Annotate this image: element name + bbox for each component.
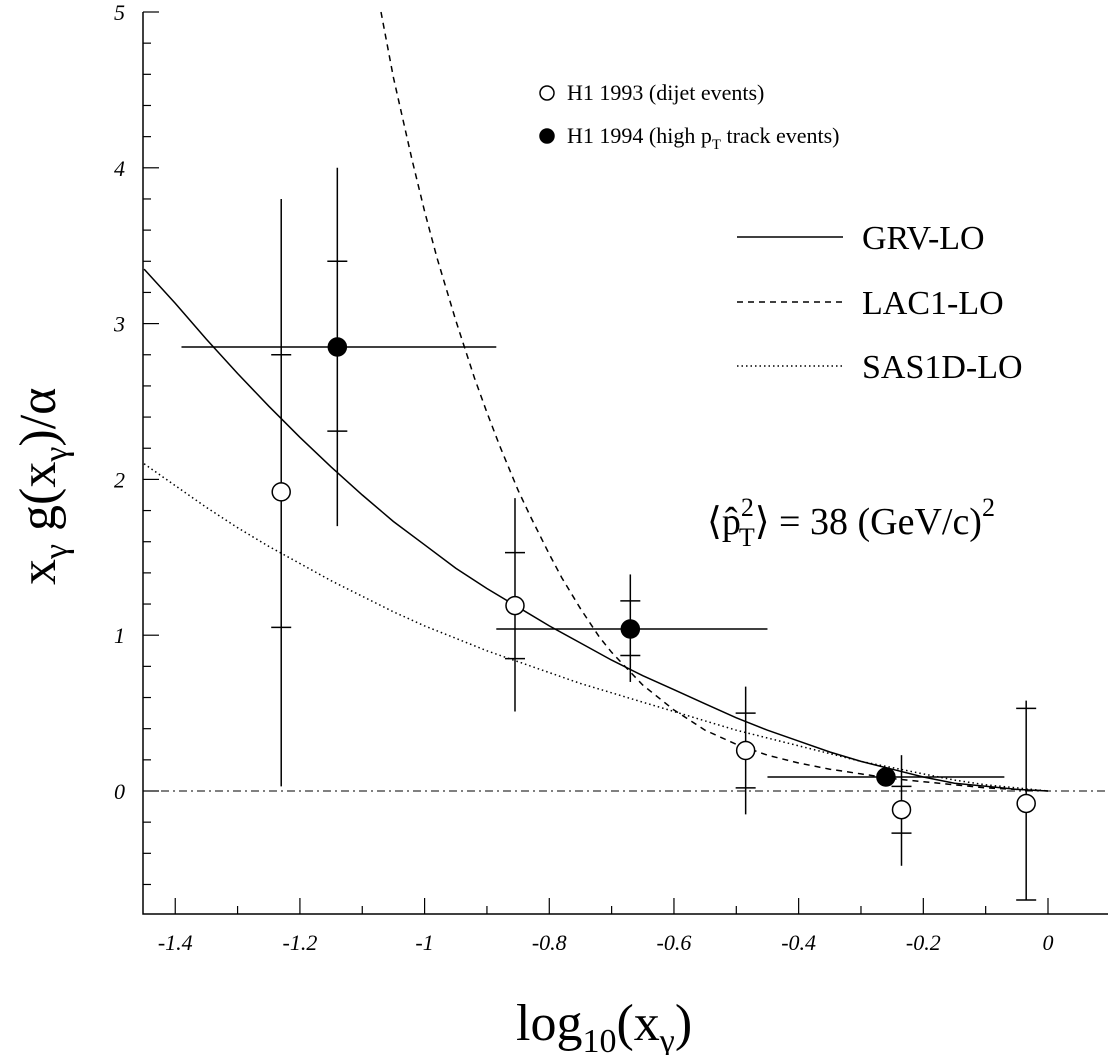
data-point-h1-1993 — [1016, 793, 1036, 814]
x-tick-label: -0.6 — [657, 930, 692, 955]
legend-curves: GRV-LO LAC1-LO SAS1D-LO — [737, 220, 1023, 386]
legend-label-sas1d: SAS1D-LO — [862, 349, 1023, 386]
x-tick-label: -1.4 — [158, 930, 193, 955]
data-point-h1-1994 — [327, 337, 348, 357]
data-point-h1-1993 — [735, 740, 756, 761]
legend-label-h1-1994: H1 1994 (high pT track events) — [567, 123, 840, 153]
data-point-h1-1994 — [876, 767, 896, 787]
data-point-h1-1993 — [505, 595, 525, 616]
tick-layer: -1.4 -1.2 -1 -0.8 -0.6 -0.4 -0.2 0 0 1 2 3 4 5 — [113, 0, 1054, 955]
y-tick-label: 4 — [114, 156, 125, 181]
legend-label-grv: GRV-LO — [862, 220, 985, 257]
y-axis-label: xγ g(xγ)/α — [10, 388, 75, 585]
legend-label-h1-1993: H1 1993 (dijet events) — [567, 80, 764, 105]
x-tick-label: -1 — [415, 930, 433, 955]
pt-annotation: ⟨p̂2 T⟩ = 38 (GeV/c)2 — [707, 493, 995, 552]
x-tick-label: -0.2 — [906, 930, 941, 955]
legend-label-lac1: LAC1-LO — [862, 285, 1004, 322]
data-point-h1-1993 — [891, 799, 912, 820]
curve-grv-lo — [143, 268, 1049, 792]
y-tick-label: 3 — [113, 312, 125, 337]
x-tick-label: -1.2 — [283, 930, 318, 955]
y-tick-label: 1 — [114, 623, 125, 648]
curve-lac1-lo — [380, 11, 1049, 792]
plot-layer — [142, 11, 1108, 915]
plot-frame — [142, 12, 1108, 915]
data-point-h1-1994 — [620, 619, 641, 639]
legend-filled-circle-marker — [539, 128, 555, 144]
x-tick-label: 0 — [1043, 930, 1054, 955]
data-point-h1-1993 — [271, 482, 291, 502]
x-tick-label: -0.8 — [532, 930, 567, 955]
curve-sas1d-lo — [143, 463, 1049, 792]
y-tick-label: 0 — [114, 779, 125, 804]
legend-open-circle-marker — [539, 85, 555, 101]
y-tick-label: 2 — [114, 467, 125, 492]
x-axis-label: log10(xγ) — [516, 995, 692, 1055]
x-tick-label: -0.4 — [781, 930, 816, 955]
y-tick-label: 5 — [114, 0, 125, 25]
legend-data: H1 1993 (dijet events) H1 1994 (high pT … — [539, 80, 840, 153]
